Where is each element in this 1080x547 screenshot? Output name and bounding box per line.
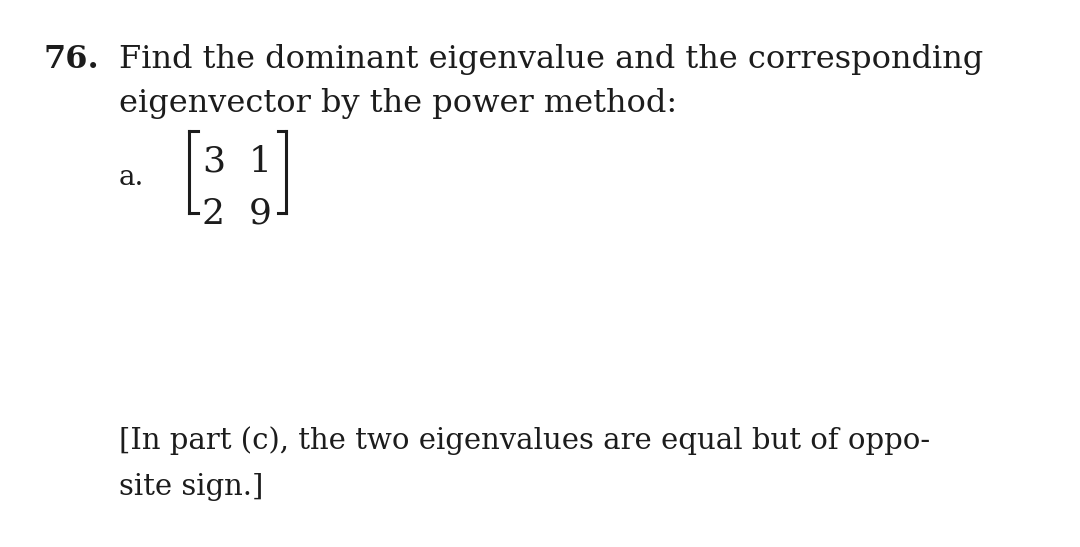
Text: 9: 9: [248, 197, 271, 231]
Text: eigenvector by the power method:: eigenvector by the power method:: [119, 88, 677, 119]
Text: Find the dominant eigenvalue and the corresponding: Find the dominant eigenvalue and the cor…: [119, 44, 983, 75]
Text: 2: 2: [202, 197, 225, 231]
Text: 1: 1: [248, 145, 271, 179]
Text: site sign.]: site sign.]: [119, 473, 264, 501]
Text: a.: a.: [119, 164, 144, 191]
Text: 76.: 76.: [43, 44, 99, 75]
Text: [In part (c), the two eigenvalues are equal but of oppo-: [In part (c), the two eigenvalues are eq…: [119, 427, 930, 456]
Text: 3: 3: [202, 145, 225, 179]
